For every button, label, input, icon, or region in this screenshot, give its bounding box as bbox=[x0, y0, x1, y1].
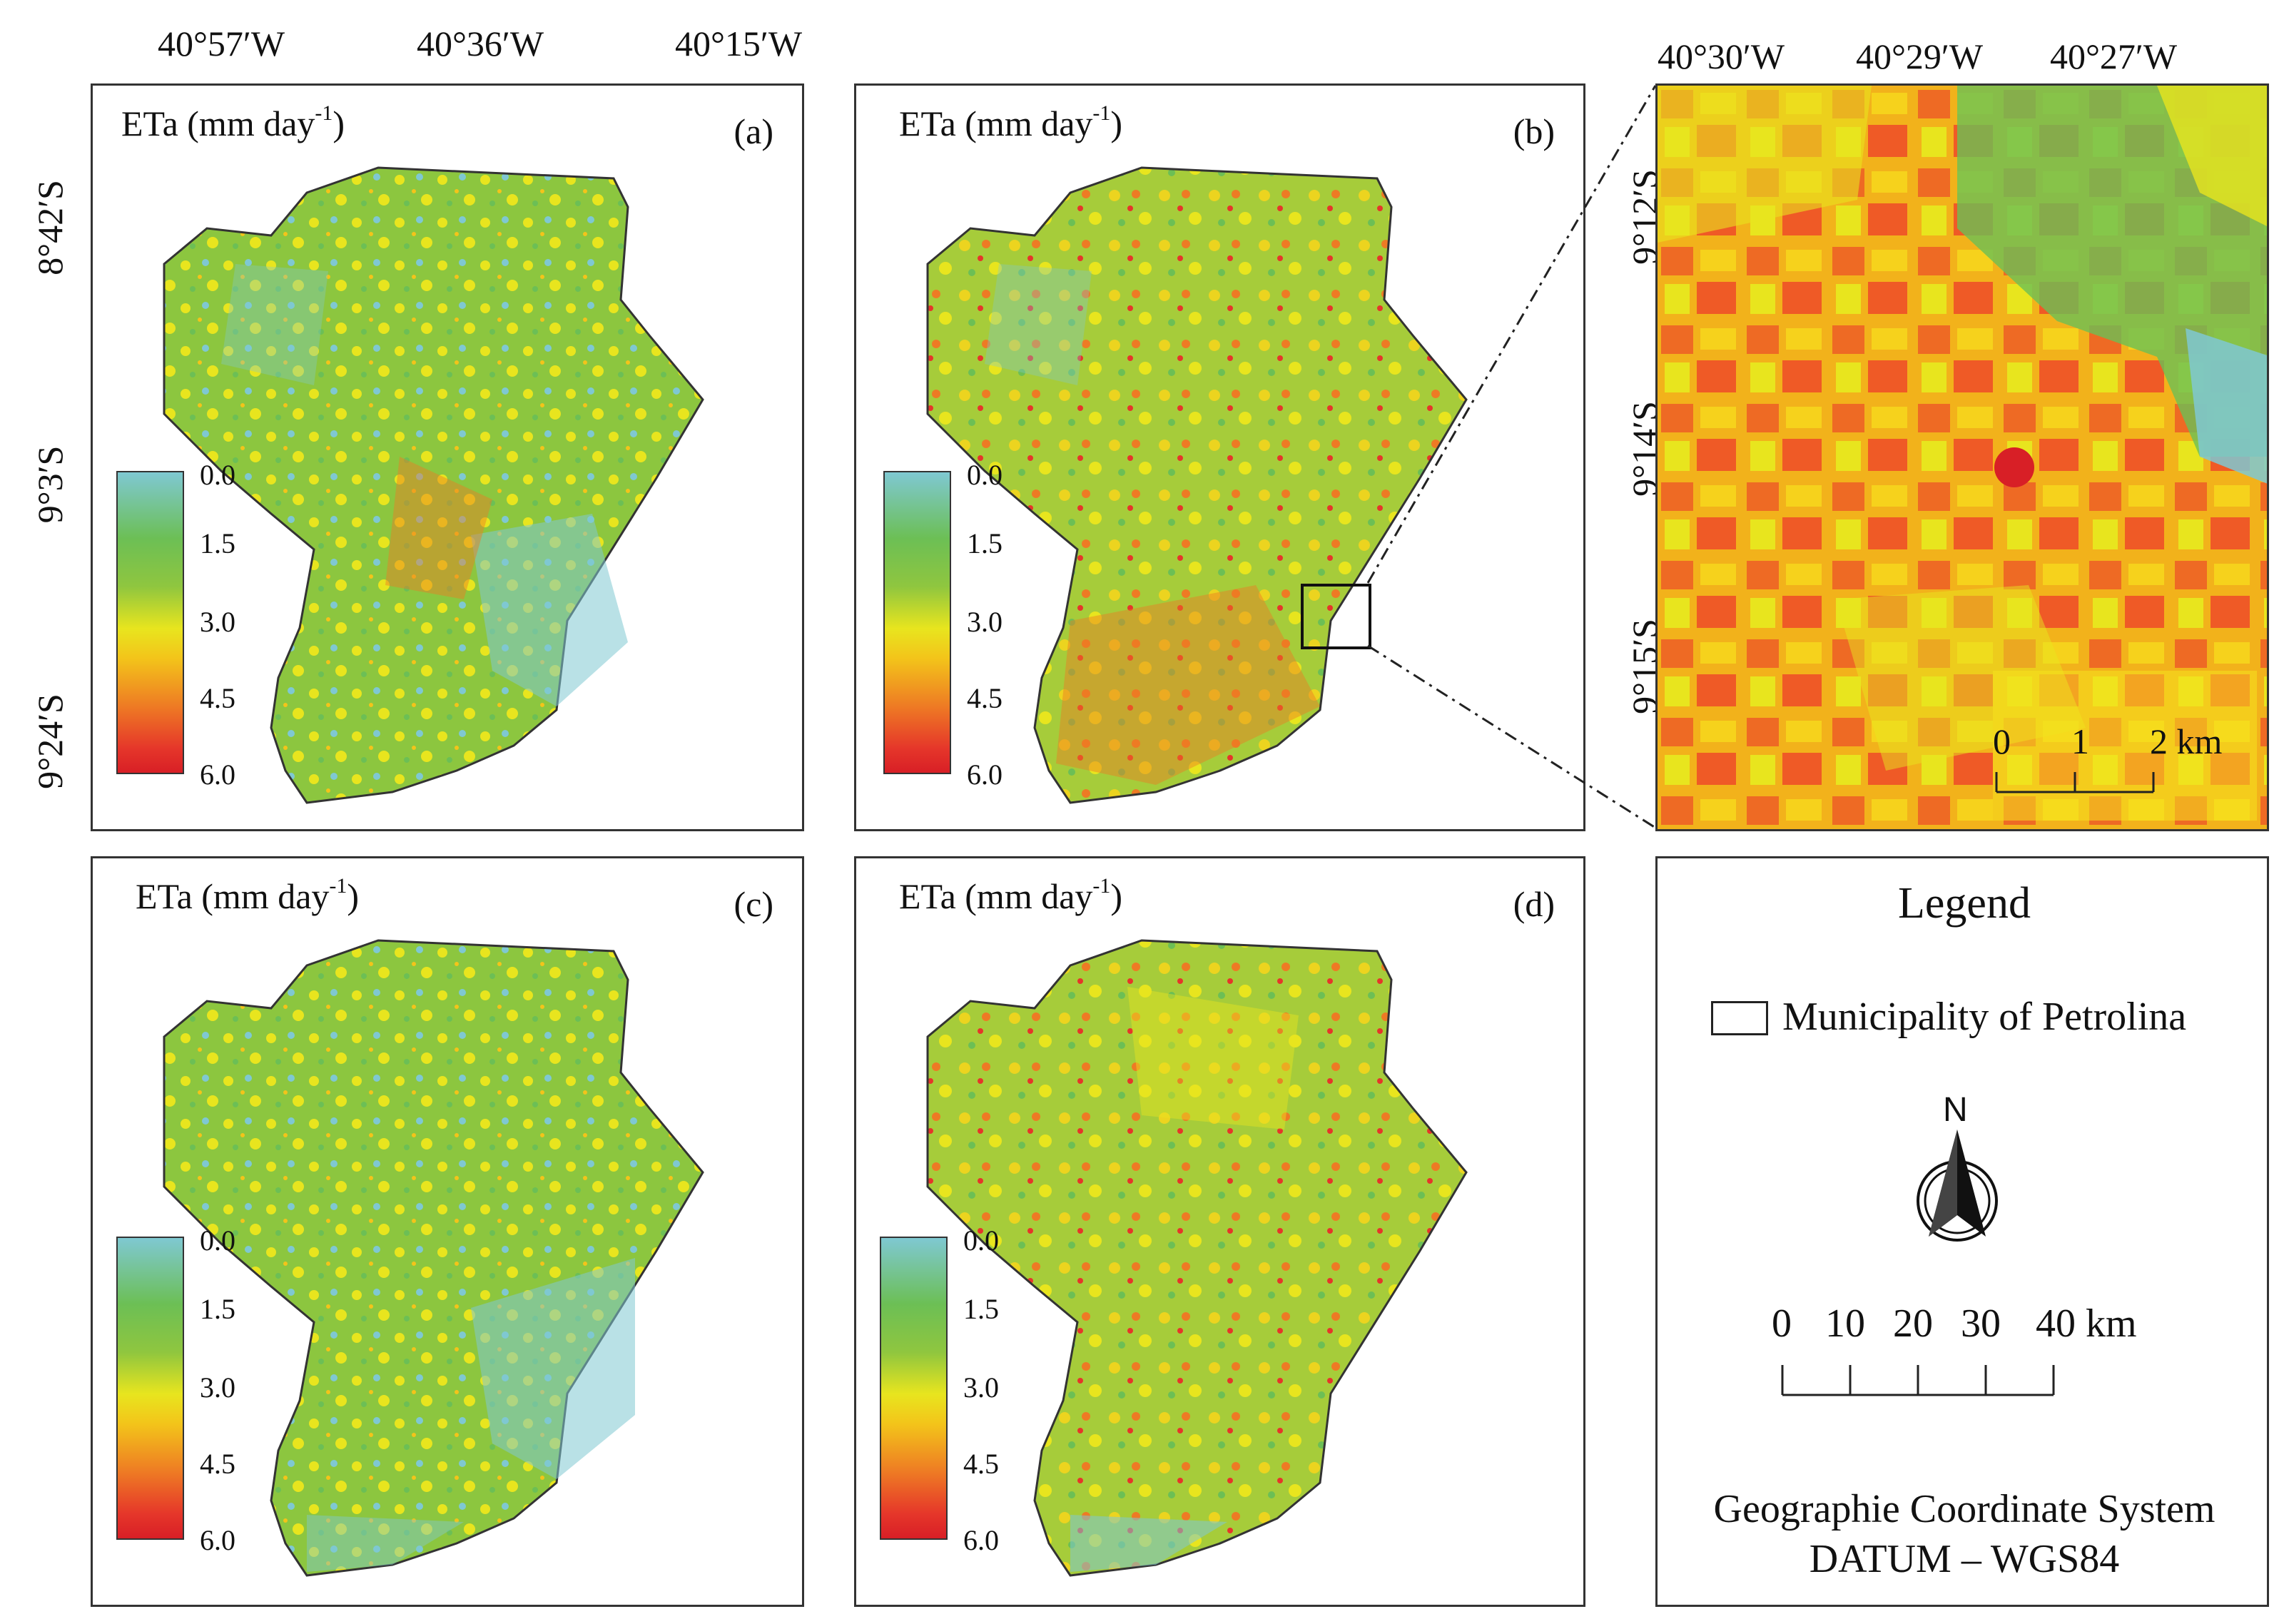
lon-tick-3: 40°15′W bbox=[674, 24, 803, 64]
legend-item-label: Municipality of Petrolina bbox=[1782, 995, 2187, 1039]
panel-a-label: (a) bbox=[734, 111, 774, 151]
legend-panel: Legend Municipality of Petrolina N 0 10 … bbox=[1655, 856, 2269, 1607]
panel-d-title: ETa (mm day-1) bbox=[899, 874, 1123, 916]
zoom-scale-1: 1 bbox=[2071, 721, 2089, 761]
zoom-map-panel: 0 1 2 km bbox=[1655, 83, 2269, 831]
municipality-shape bbox=[926, 939, 1468, 1577]
panel-a-title: ETa (mm day-1) bbox=[121, 101, 345, 143]
map-c-svg bbox=[163, 939, 704, 1577]
cbar-d-tick-2: 3.0 bbox=[963, 1371, 999, 1404]
scale-tick-0: 0 bbox=[1772, 1301, 1792, 1346]
municipality-swatch bbox=[1711, 1001, 1768, 1035]
cbar-d-tick-4: 6.0 bbox=[963, 1524, 999, 1556]
cbar-a-tick-0: 0.0 bbox=[200, 459, 235, 491]
zoom-lon-tick-1: 40°30′W bbox=[1657, 36, 1785, 76]
panel-c-label: (c) bbox=[734, 884, 774, 924]
cbar-d-tick-3: 4.5 bbox=[963, 1448, 999, 1480]
zoom-lon-tick-2: 40°29′W bbox=[1855, 36, 1984, 76]
zoom-scale-2: 2 km bbox=[2150, 721, 2223, 761]
lon-tick-1: 40°57′W bbox=[157, 24, 285, 64]
map-panel-a: ETa (mm day-1) (a) 0.0 1.5 3.0 4.5 6.0 bbox=[91, 83, 804, 831]
cbar-c-tick-1: 1.5 bbox=[200, 1293, 235, 1325]
cbar-d-tick-1: 1.5 bbox=[963, 1293, 999, 1325]
cbar-d-tick-0: 0.0 bbox=[963, 1224, 999, 1257]
zoom-scale-0: 0 bbox=[1993, 721, 2011, 761]
panel-d-label: (d) bbox=[1513, 884, 1555, 924]
cbar-b-tick-0: 0.0 bbox=[967, 459, 1003, 491]
municipality-shape bbox=[163, 939, 704, 1577]
cbar-a-tick-1: 1.5 bbox=[200, 527, 235, 559]
map-b-svg bbox=[926, 166, 1468, 804]
municipality-shape bbox=[163, 166, 704, 804]
cbar-c-tick-4: 6.0 bbox=[200, 1524, 235, 1556]
cbar-a-tick-3: 4.5 bbox=[200, 682, 235, 714]
crs-line-1: Geographie Coordinate System bbox=[1713, 1487, 2216, 1531]
cbar-a-tick-4: 6.0 bbox=[200, 758, 235, 791]
scale-tick-10: 10 bbox=[1825, 1301, 1865, 1346]
panel-b-label: (b) bbox=[1513, 111, 1555, 151]
zoom-scale-bar bbox=[1995, 772, 2155, 793]
colorbar-a bbox=[116, 471, 184, 774]
cbar-b-tick-4: 6.0 bbox=[967, 758, 1003, 791]
colorbar-b bbox=[883, 471, 951, 774]
north-label: N bbox=[1943, 1091, 1968, 1129]
cbar-b-tick-3: 4.5 bbox=[967, 682, 1003, 714]
zoom-lon-tick-3: 40°27′W bbox=[2049, 36, 2178, 76]
zoom-map-svg bbox=[1658, 86, 2267, 829]
cbar-a-tick-2: 3.0 bbox=[200, 606, 235, 638]
map-d-svg bbox=[926, 939, 1468, 1577]
north-arrow-icon bbox=[1917, 1130, 1998, 1242]
panel-c-title: ETa (mm day-1) bbox=[136, 874, 360, 916]
scale-tick-40: 40 km bbox=[2036, 1301, 2137, 1346]
scale-tick-20: 20 bbox=[1893, 1301, 1933, 1346]
cbar-b-tick-2: 3.0 bbox=[967, 606, 1003, 638]
legend-scale-bar bbox=[1781, 1365, 2055, 1396]
map-panel-b: ETa (mm day-1) (b) 0.0 1.5 3.0 4.5 6.0 bbox=[854, 83, 1585, 831]
cbar-c-tick-3: 4.5 bbox=[200, 1448, 235, 1480]
colorbar-d bbox=[880, 1237, 948, 1540]
panel-b-title: ETa (mm day-1) bbox=[899, 101, 1123, 143]
zoom-box bbox=[1301, 584, 1371, 649]
cbar-c-tick-2: 3.0 bbox=[200, 1371, 235, 1404]
municipality-shape bbox=[926, 166, 1468, 804]
legend-title: Legend bbox=[1898, 879, 2031, 928]
lon-tick-2: 40°36′W bbox=[416, 24, 544, 64]
cbar-c-tick-0: 0.0 bbox=[200, 1224, 235, 1257]
cbar-b-tick-1: 1.5 bbox=[967, 527, 1003, 559]
map-panel-c: ETa (mm day-1) (c) 0.0 1.5 3.0 4.5 6.0 bbox=[91, 856, 804, 1607]
map-a-svg bbox=[163, 166, 704, 804]
scale-tick-30: 30 bbox=[1961, 1301, 2001, 1346]
crs-line-2: DATUM – WGS84 bbox=[1809, 1537, 2120, 1581]
colorbar-c bbox=[116, 1237, 184, 1540]
map-panel-d: ETa (mm day-1) (d) 0.0 1.5 3.0 4.5 6.0 bbox=[854, 856, 1585, 1607]
